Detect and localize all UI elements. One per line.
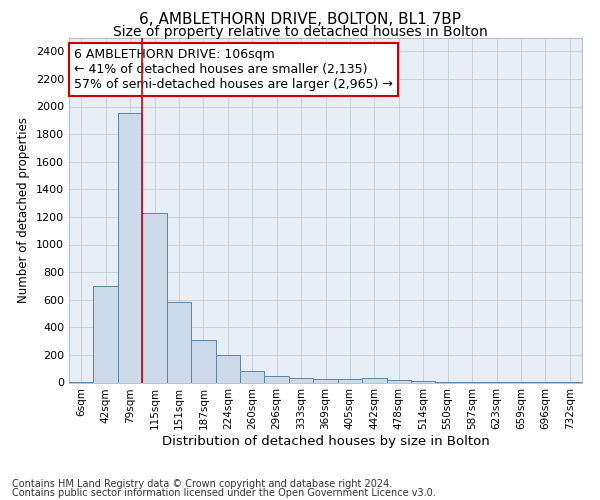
Bar: [289, 378, 313, 382]
Bar: [411, 381, 436, 382]
Bar: [167, 302, 191, 382]
Text: Contains public sector information licensed under the Open Government Licence v3: Contains public sector information licen…: [12, 488, 436, 498]
Bar: [215, 355, 240, 382]
Text: Contains HM Land Registry data © Crown copyright and database right 2024.: Contains HM Land Registry data © Crown c…: [12, 479, 392, 489]
Text: 6 AMBLETHORN DRIVE: 106sqm
← 41% of detached houses are smaller (2,135)
57% of s: 6 AMBLETHORN DRIVE: 106sqm ← 41% of deta…: [74, 48, 393, 91]
Bar: [94, 286, 118, 382]
Bar: [313, 379, 338, 382]
Text: 6, AMBLETHORN DRIVE, BOLTON, BL1 7BP: 6, AMBLETHORN DRIVE, BOLTON, BL1 7BP: [139, 12, 461, 28]
Text: Size of property relative to detached houses in Bolton: Size of property relative to detached ho…: [113, 25, 487, 39]
Bar: [362, 378, 386, 382]
Bar: [142, 213, 167, 382]
Bar: [191, 340, 215, 382]
Bar: [118, 114, 142, 382]
Bar: [265, 376, 289, 382]
Bar: [240, 372, 265, 382]
Bar: [386, 380, 411, 382]
Bar: [338, 379, 362, 382]
X-axis label: Distribution of detached houses by size in Bolton: Distribution of detached houses by size …: [161, 435, 490, 448]
Y-axis label: Number of detached properties: Number of detached properties: [17, 117, 31, 303]
